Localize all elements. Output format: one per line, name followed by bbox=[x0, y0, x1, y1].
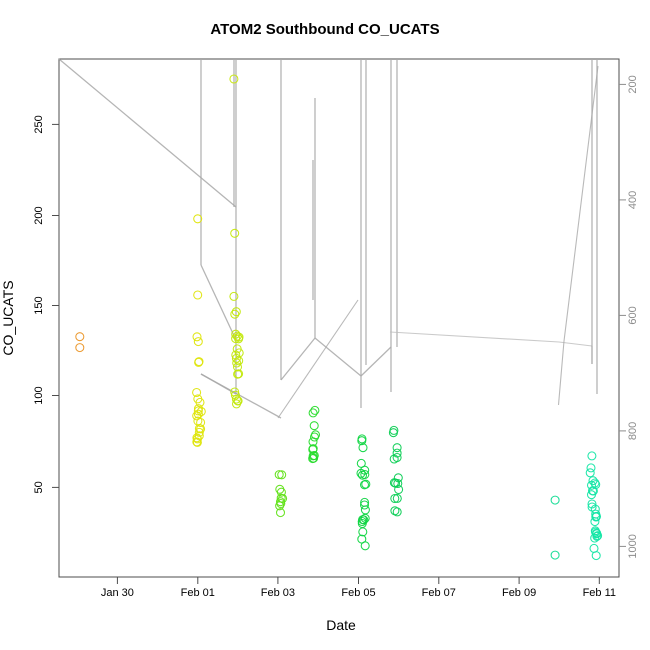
svg-text:Feb 01: Feb 01 bbox=[181, 587, 215, 599]
svg-text:600: 600 bbox=[627, 306, 639, 324]
svg-text:400: 400 bbox=[627, 191, 639, 209]
svg-text:Date: Date bbox=[326, 617, 356, 633]
svg-text:Feb 09: Feb 09 bbox=[502, 587, 536, 599]
svg-text:800: 800 bbox=[627, 422, 639, 440]
svg-text:ATOM2 Southbound CO_UCATS: ATOM2 Southbound CO_UCATS bbox=[210, 21, 439, 38]
svg-text:1000: 1000 bbox=[627, 534, 639, 558]
svg-text:Feb 05: Feb 05 bbox=[341, 587, 375, 599]
svg-text:100: 100 bbox=[33, 386, 45, 404]
svg-text:Feb 03: Feb 03 bbox=[261, 587, 295, 599]
svg-text:200: 200 bbox=[33, 206, 45, 224]
svg-text:50: 50 bbox=[33, 481, 45, 493]
svg-text:150: 150 bbox=[33, 296, 45, 314]
svg-text:Feb 07: Feb 07 bbox=[422, 587, 456, 599]
svg-text:250: 250 bbox=[33, 115, 45, 133]
svg-text:Feb 11: Feb 11 bbox=[583, 587, 616, 599]
svg-text:CO_UCATS: CO_UCATS bbox=[0, 280, 16, 355]
svg-text:Jan 30: Jan 30 bbox=[101, 587, 134, 599]
svg-text:200: 200 bbox=[627, 75, 639, 93]
